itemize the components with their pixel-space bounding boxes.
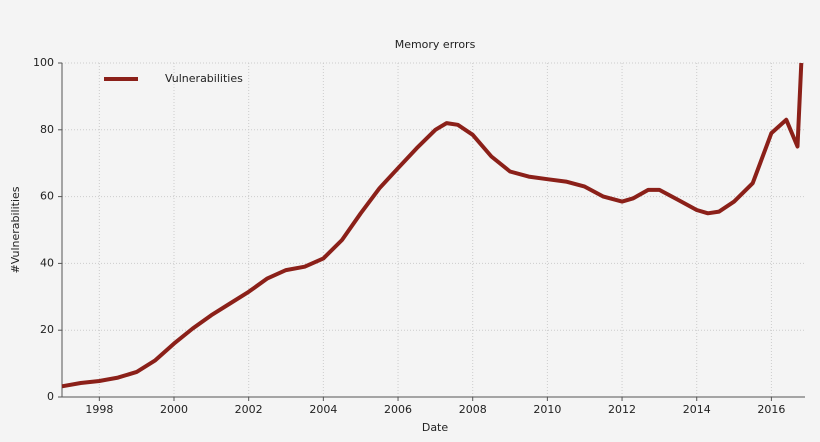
y-tick-label: 60 — [40, 190, 54, 203]
x-tick-label: 2006 — [384, 403, 412, 416]
x-tick-label: 2010 — [533, 403, 561, 416]
x-tick-label: 2016 — [757, 403, 785, 416]
x-tick-label: 1998 — [85, 403, 113, 416]
x-tick-label: 2008 — [459, 403, 487, 416]
y-tick-label: 40 — [40, 256, 54, 269]
x-axis-label: Date — [422, 421, 449, 434]
x-tick-label: 2012 — [608, 403, 636, 416]
chart-title: Memory errors — [395, 38, 476, 51]
y-tick-label: 80 — [40, 123, 54, 136]
y-tick-label: 20 — [40, 323, 54, 336]
legend-label: Vulnerabilities — [165, 72, 243, 85]
x-tick-label: 2014 — [683, 403, 711, 416]
x-tick-label: 2000 — [160, 403, 188, 416]
y-tick-label: 0 — [47, 390, 54, 403]
series-line — [61, 62, 804, 389]
x-tick-label: 2002 — [235, 403, 263, 416]
y-tick-label: 100 — [33, 56, 54, 69]
x-tick-label: 2004 — [309, 403, 337, 416]
y-axis-label: #Vulnerabilities — [9, 186, 22, 273]
